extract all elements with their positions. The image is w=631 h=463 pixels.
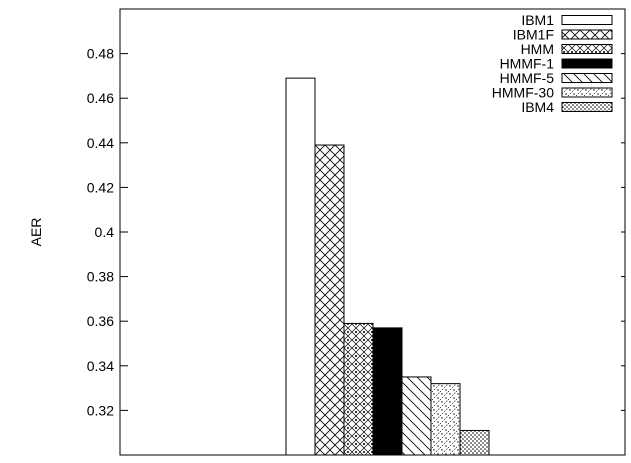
bar-hmmf-5 — [401, 376, 432, 456]
legend-label: HMM — [521, 41, 554, 57]
y-axis-label: AER — [28, 218, 44, 247]
legend-swatch — [561, 102, 613, 112]
legend-swatch — [561, 87, 613, 98]
y-axis-ticks: 0.32 0.34 0.36 0.38 0.4 0.42 0.44 0.46 0.48 — [87, 46, 128, 418]
legend-swatch — [561, 15, 613, 25]
legend-label: HMMF-5 — [500, 70, 555, 86]
y-tick-label: 0.48 — [87, 46, 114, 62]
legend-swatch — [561, 44, 613, 54]
bar-hmmf-30 — [430, 383, 461, 456]
y-tick-label: 0.42 — [87, 179, 114, 195]
legend-label: IBM1 — [521, 12, 554, 28]
right-axis-ticks — [621, 53, 625, 411]
bar-ibm1 — [285, 77, 316, 456]
y-tick-label: 0.32 — [87, 402, 114, 418]
legend-label: IBM4 — [521, 99, 554, 115]
legend-label: HMMF-1 — [500, 56, 555, 72]
bar-ibm4 — [459, 429, 490, 456]
bar-ibm1f — [314, 144, 345, 456]
bar-hmm — [343, 322, 374, 456]
legend-label: IBM1F — [513, 27, 554, 43]
y-tick-label: 0.46 — [87, 90, 114, 106]
bars-group — [285, 77, 490, 456]
legend-swatch — [561, 73, 613, 83]
y-tick-label: 0.4 — [95, 224, 115, 240]
y-tick-label: 0.38 — [87, 269, 114, 285]
bar-hmmf-1 — [372, 327, 403, 456]
legend-swatch — [561, 29, 613, 40]
legend-swatch — [561, 58, 613, 69]
legend-label: HMMF-30 — [492, 85, 554, 101]
y-tick-label: 0.36 — [87, 313, 114, 329]
y-tick-label: 0.34 — [87, 358, 114, 374]
y-tick-label: 0.44 — [87, 135, 114, 151]
